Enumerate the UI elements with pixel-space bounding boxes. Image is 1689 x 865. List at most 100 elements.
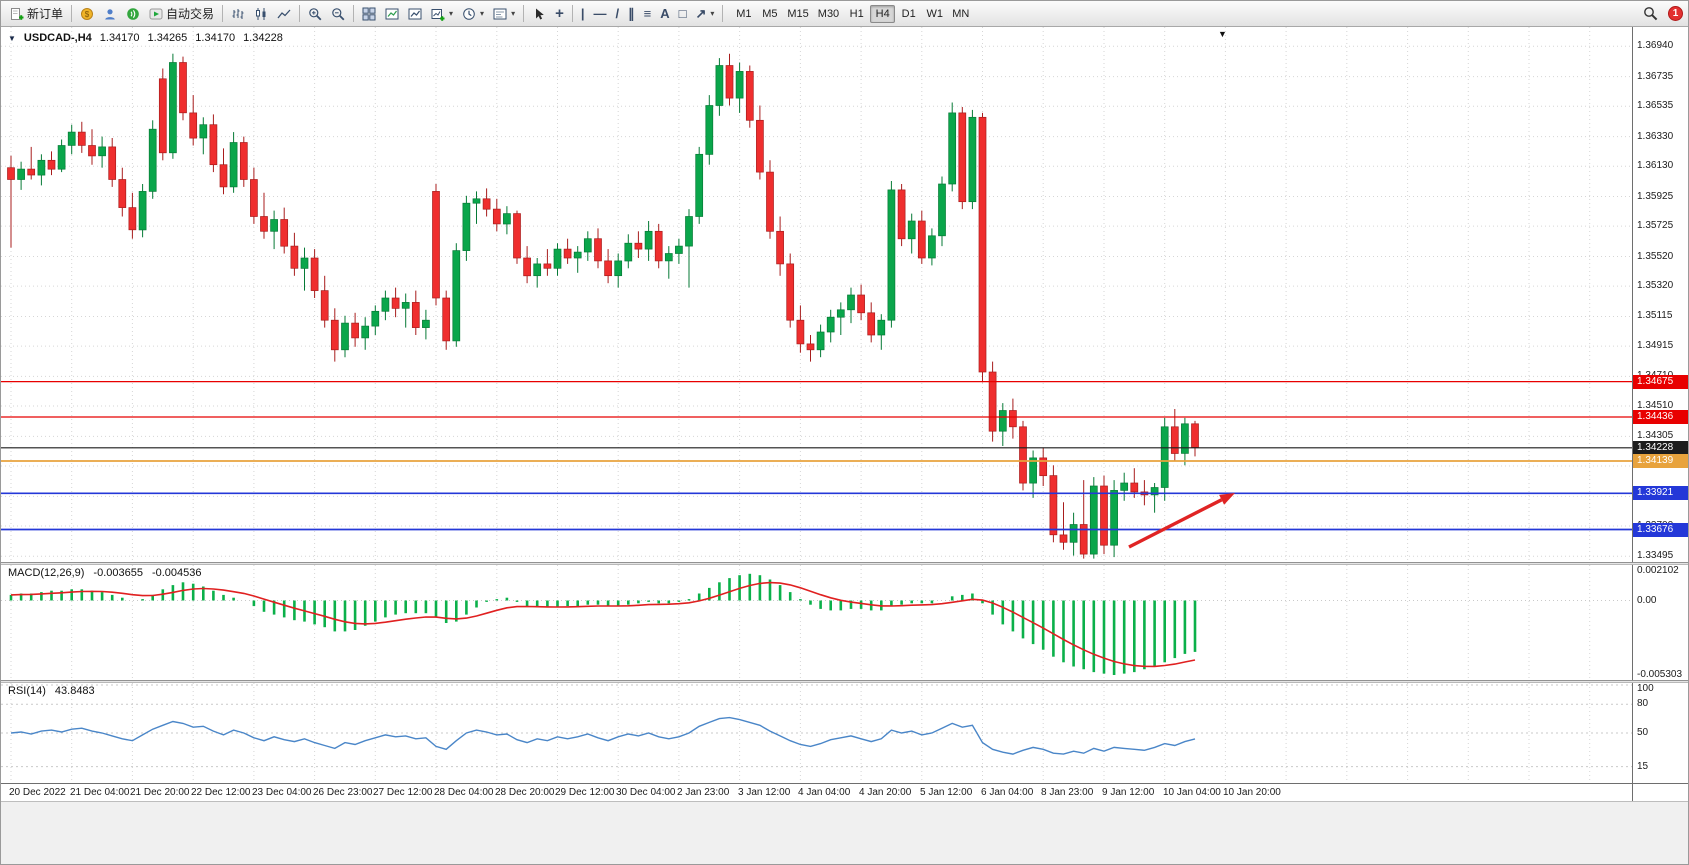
signals-button[interactable] (122, 3, 144, 24)
zoom-out-icon (332, 7, 345, 20)
timeframe-button-m15[interactable]: M15 (787, 7, 809, 20)
timeframe-button-mn[interactable]: MN (952, 7, 970, 20)
price-chart[interactable] (1, 27, 1632, 563)
label-tool-button[interactable]: □ (675, 3, 691, 24)
time-axis-label: 2 Jan 23:00 (677, 787, 730, 798)
cursor-button[interactable] (528, 3, 550, 24)
time-axis[interactable]: 20 Dec 2022 21 Dec 04:00 21 Dec 20:00 22 De… (1, 783, 1688, 801)
channel-icon: ∥ (628, 6, 635, 21)
time-axis-label: 21 Dec 04:00 (70, 787, 130, 798)
bar-chart-icon (232, 8, 244, 19)
time-axis-label: 10 Jan 20:00 (1223, 787, 1281, 798)
time-axis-label: 20 Dec 2022 (9, 787, 66, 798)
dropdown-caret-icon: ▾ (449, 9, 454, 18)
price-level-badge: 1.34139 (1633, 454, 1688, 468)
macd-label: MACD(12,26,9) -0.003655 -0.004536 (8, 567, 202, 579)
close-value: 1.34228 (243, 32, 283, 44)
rsi-axis: 100 80 50 15 (1633, 683, 1688, 783)
rsi-panel[interactable] (1, 683, 1632, 783)
price-level-badge: 1.33921 (1633, 486, 1688, 500)
templates-button[interactable]: ▾ (489, 3, 519, 24)
profile-button[interactable] (99, 3, 121, 24)
panel-divider[interactable] (1, 680, 1688, 683)
dropdown-caret-icon: ▾ (480, 9, 485, 18)
horizontal-line-tool-button[interactable]: — (589, 3, 610, 24)
time-axis-label: 23 Dec 04:00 (252, 787, 312, 798)
price-axis-label: 1.34915 (1637, 340, 1674, 351)
template-icon (493, 8, 507, 19)
trendline-icon: / (615, 6, 620, 21)
trendline-tool-button[interactable]: / (611, 3, 623, 24)
notification-badge[interactable]: 1 (1668, 6, 1683, 21)
channel-tool-button[interactable]: ∥ (624, 3, 639, 24)
price-axis-label: 1.35115 (1637, 310, 1673, 321)
time-axis-label: 3 Jan 12:00 (738, 787, 791, 798)
zoom-in-button[interactable] (304, 3, 326, 24)
line-chart-icon (277, 9, 291, 18)
price-axis-label: 1.35520 (1637, 251, 1674, 262)
svg-text:$: $ (85, 10, 90, 19)
rsi-axis-label: 80 (1637, 698, 1649, 709)
toolbar-right-group: 1 (1639, 3, 1685, 24)
price-level-badge: 1.34436 (1633, 410, 1688, 424)
timeframe-group: M1 M5 M15 M30 H1 H4 D1 W1 MN (731, 4, 973, 23)
clock-icon (463, 7, 475, 20)
high-value: 1.34265 (147, 32, 188, 44)
price-axis-label: 1.35925 (1637, 191, 1674, 202)
new-chart-icon (431, 8, 445, 21)
tile-windows-button[interactable] (358, 3, 380, 24)
macd-axis-label: 0.00 (1637, 595, 1657, 606)
search-button[interactable] (1639, 3, 1662, 24)
panel-divider[interactable] (1, 562, 1688, 565)
new-chart-button[interactable]: ▾ (427, 3, 457, 24)
zoom-out-button[interactable] (327, 3, 349, 24)
timeframe-button-m1[interactable]: M1 (736, 7, 752, 20)
toolbar-separator (222, 5, 224, 22)
bar-chart-button[interactable] (227, 3, 249, 24)
cascade-windows-button[interactable] (404, 3, 426, 24)
cascade-windows-icon (408, 8, 422, 19)
timeframe-button-m5[interactable]: M5 (762, 7, 778, 20)
timeframe-button-h1[interactable]: H1 (849, 7, 864, 20)
macd-panel[interactable] (1, 565, 1632, 681)
main-toolbar: 新订单 $ 自动交易 (1, 1, 1688, 27)
auto-arrange-button[interactable] (381, 3, 403, 24)
candlestick-chart-icon (256, 7, 266, 20)
collapse-arrow-icon[interactable]: ▼ (8, 33, 16, 43)
vertical-line-icon: | (580, 6, 585, 21)
price-axis[interactable]: 1.36940 1.36735 1.36535 1.36330 1.36130 1.359… (1633, 27, 1688, 563)
fibonacci-tool-button[interactable]: ≡ (640, 3, 656, 24)
auto-arrange-icon (385, 8, 399, 19)
candlestick-chart-button[interactable] (250, 3, 272, 24)
axis-border (1632, 27, 1633, 801)
time-axis-label: 21 Dec 20:00 (130, 787, 190, 798)
timeframe-button-m30[interactable]: M30 (817, 7, 840, 20)
toolbar-separator (722, 5, 724, 22)
deposit-button[interactable]: $ (76, 3, 98, 24)
price-level-badge: 1.34228 (1633, 441, 1688, 455)
rsi-axis-label: 50 (1637, 727, 1649, 738)
macd-value: -0.003655 (93, 567, 143, 579)
new-order-button[interactable]: 新订单 (6, 3, 67, 24)
low-value: 1.34170 (195, 32, 236, 44)
timeframe-button-d1[interactable]: D1 (901, 7, 916, 20)
open-value: 1.34170 (99, 32, 140, 44)
price-axis-label: 1.33495 (1637, 550, 1674, 561)
timeframe-button-h4[interactable]: H4 (870, 4, 896, 23)
crosshair-button[interactable]: + (551, 3, 568, 24)
text-tool-button[interactable]: A (656, 3, 673, 24)
time-axis-label: 6 Jan 04:00 (981, 787, 1034, 798)
zoom-in-icon (309, 7, 322, 20)
rsi-name: RSI(14) (8, 685, 46, 697)
periods-button[interactable]: ▾ (458, 3, 488, 24)
price-axis-label: 1.35725 (1637, 220, 1674, 231)
auto-trading-button[interactable]: 自动交易 (145, 3, 218, 24)
vertical-line-tool-button[interactable]: | (577, 3, 589, 24)
chart-shift-marker[interactable]: ▼ (1218, 29, 1227, 39)
auto-trading-label: 自动交易 (166, 7, 215, 21)
toolbar-separator (299, 5, 301, 22)
timeframe-button-w1[interactable]: W1 (926, 7, 943, 20)
arrows-tool-button[interactable]: ↗ ▾ (691, 3, 718, 24)
price-axis-label: 1.36940 (1637, 40, 1674, 51)
line-chart-button[interactable] (273, 3, 295, 24)
